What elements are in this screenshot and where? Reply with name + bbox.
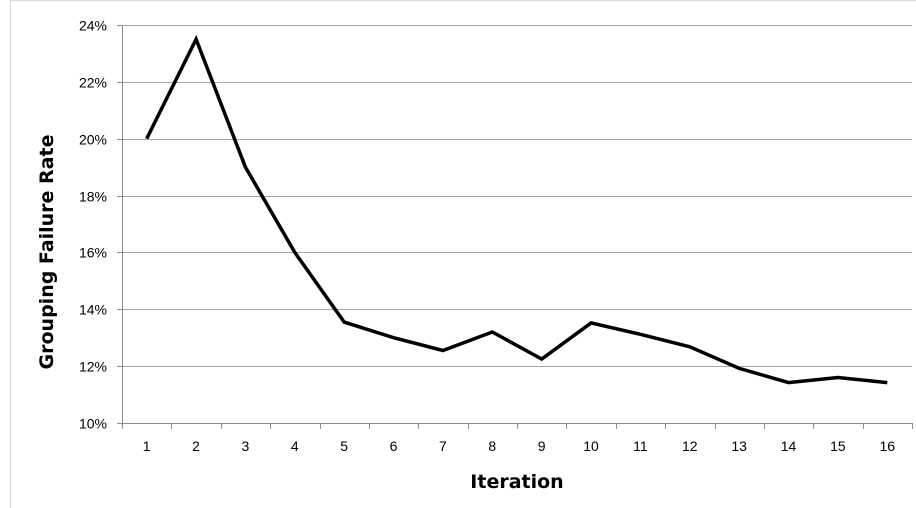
x-tick-label: 4 <box>291 438 299 454</box>
gridlines <box>122 25 912 367</box>
series-line-0 <box>145 34 888 385</box>
x-tick-label: 1 <box>143 438 151 454</box>
x-tick-label: 12 <box>682 438 698 454</box>
series-layer <box>145 34 888 385</box>
x-tick-label: 5 <box>340 438 348 454</box>
x-tick-label: 11 <box>633 438 648 454</box>
x-tick-label: 16 <box>880 438 896 454</box>
y-tick-label: 12% <box>79 359 107 375</box>
x-tick-label: 13 <box>731 438 747 454</box>
y-tick-label: 22% <box>79 75 107 91</box>
x-axis-title: Iteration <box>470 471 563 493</box>
x-tick-label: 8 <box>488 438 496 454</box>
y-tick-label: 18% <box>79 189 107 205</box>
x-tick-label: 2 <box>192 438 200 454</box>
x-tick-label: 7 <box>439 438 447 454</box>
y-tick-label: 14% <box>79 302 107 318</box>
axes <box>117 25 913 429</box>
x-tick-label: 6 <box>390 438 398 454</box>
x-tick-label: 9 <box>538 438 546 454</box>
x-tick-label: 3 <box>242 438 250 454</box>
x-tick-labels: 1 2 3 4 5 6 7 8 9 10 11 12 13 14 15 16 <box>143 438 896 454</box>
x-tick-label: 10 <box>583 438 599 454</box>
y-axis-title: Grouping Failure Rate <box>36 135 58 370</box>
y-tick-label: 10% <box>79 416 107 432</box>
y-tick-labels: 10% 12% 14% 16% 18% 20% 22% 24% <box>79 18 107 432</box>
y-tick-label: 24% <box>79 18 107 34</box>
x-tick-label: 15 <box>830 438 846 454</box>
y-tick-label: 20% <box>79 132 107 148</box>
x-tick-label: 14 <box>781 438 797 454</box>
y-tick-label: 16% <box>79 245 107 261</box>
